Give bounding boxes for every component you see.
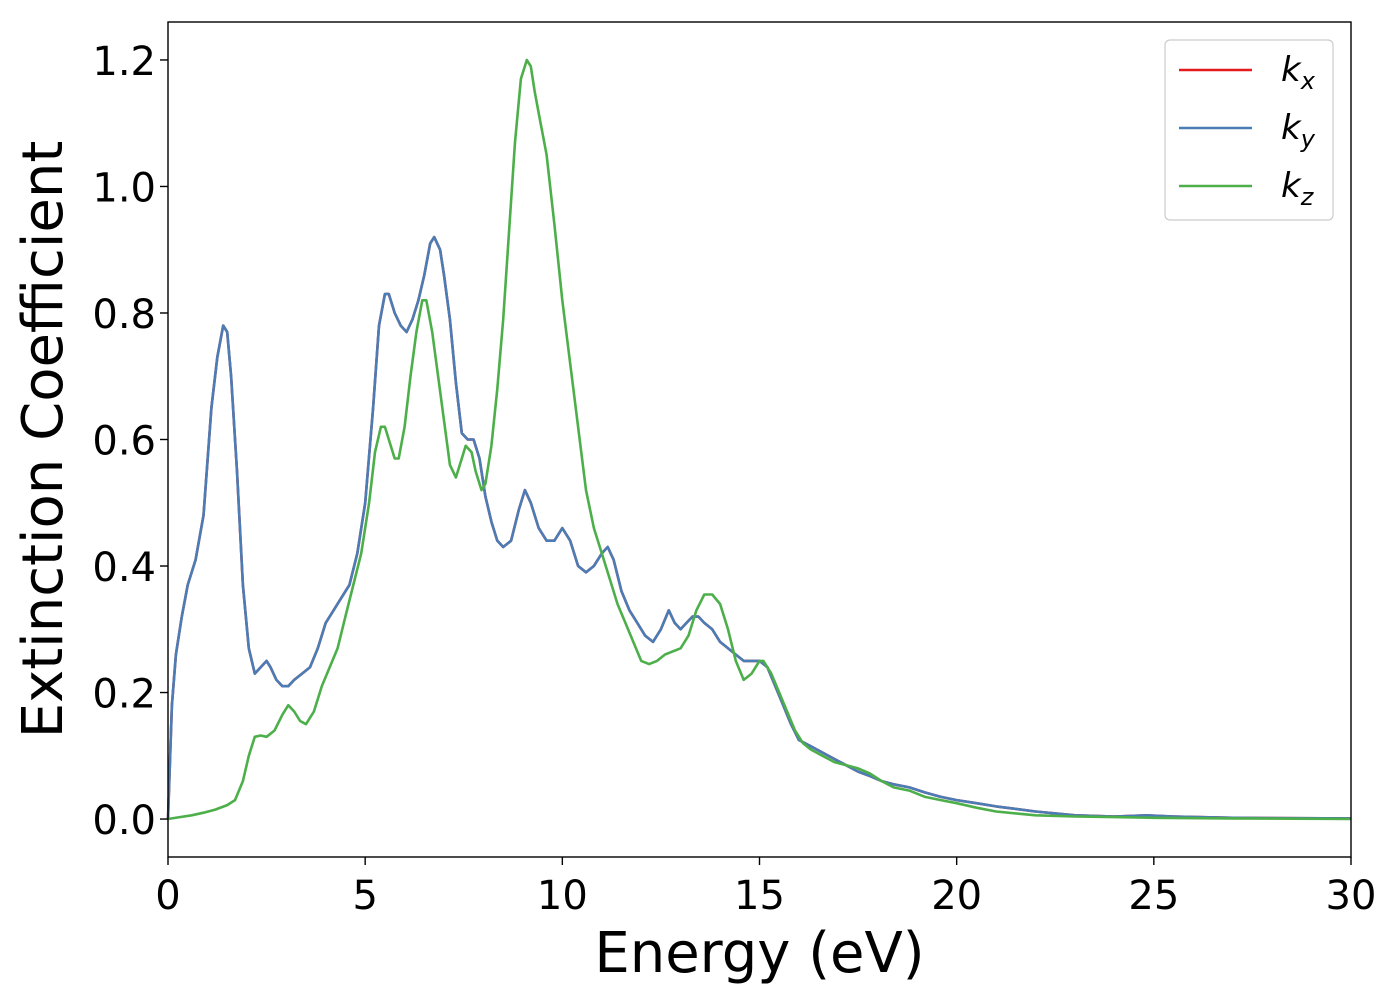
x-tick-label: 30 bbox=[1326, 873, 1377, 919]
x-tick-label: 0 bbox=[155, 873, 180, 919]
y-tick-label: 0.6 bbox=[92, 419, 156, 465]
y-axis-title: Extinction Coefficient bbox=[11, 141, 76, 739]
legend-box bbox=[1164, 39, 1334, 221]
legend-label: kz bbox=[1281, 166, 1315, 211]
series-kz-line bbox=[167, 58, 1352, 821]
plot-frame bbox=[167, 21, 1352, 858]
x-tick-label: 5 bbox=[352, 873, 377, 919]
x-axis-title: Energy (eV) bbox=[594, 921, 924, 986]
y-tick-label: 0.0 bbox=[92, 798, 156, 844]
y-tick-label: 0.2 bbox=[92, 672, 156, 718]
axis-layer: 0 5 10 15 20 25 30 0.0 0.2 0.4 0.6 0.8 1.0 1.2 bbox=[92, 39, 1376, 919]
series-ky-line bbox=[166, 235, 1352, 820]
x-tick-label: 25 bbox=[1128, 873, 1179, 919]
legend: kx ky kz bbox=[1164, 39, 1334, 221]
y-tick-label: 1.2 bbox=[92, 39, 156, 85]
y-tick-label: 1.0 bbox=[92, 165, 156, 211]
x-tick-label: 20 bbox=[931, 873, 982, 919]
x-tick-label: 10 bbox=[537, 873, 588, 919]
x-tick-label: 15 bbox=[734, 873, 785, 919]
legend-label: kx bbox=[1281, 50, 1316, 95]
legend-label: ky bbox=[1281, 108, 1316, 153]
y-tick-label: 0.4 bbox=[92, 545, 156, 591]
y-tick-label: 0.8 bbox=[92, 292, 156, 338]
series-layer bbox=[166, 58, 1352, 821]
